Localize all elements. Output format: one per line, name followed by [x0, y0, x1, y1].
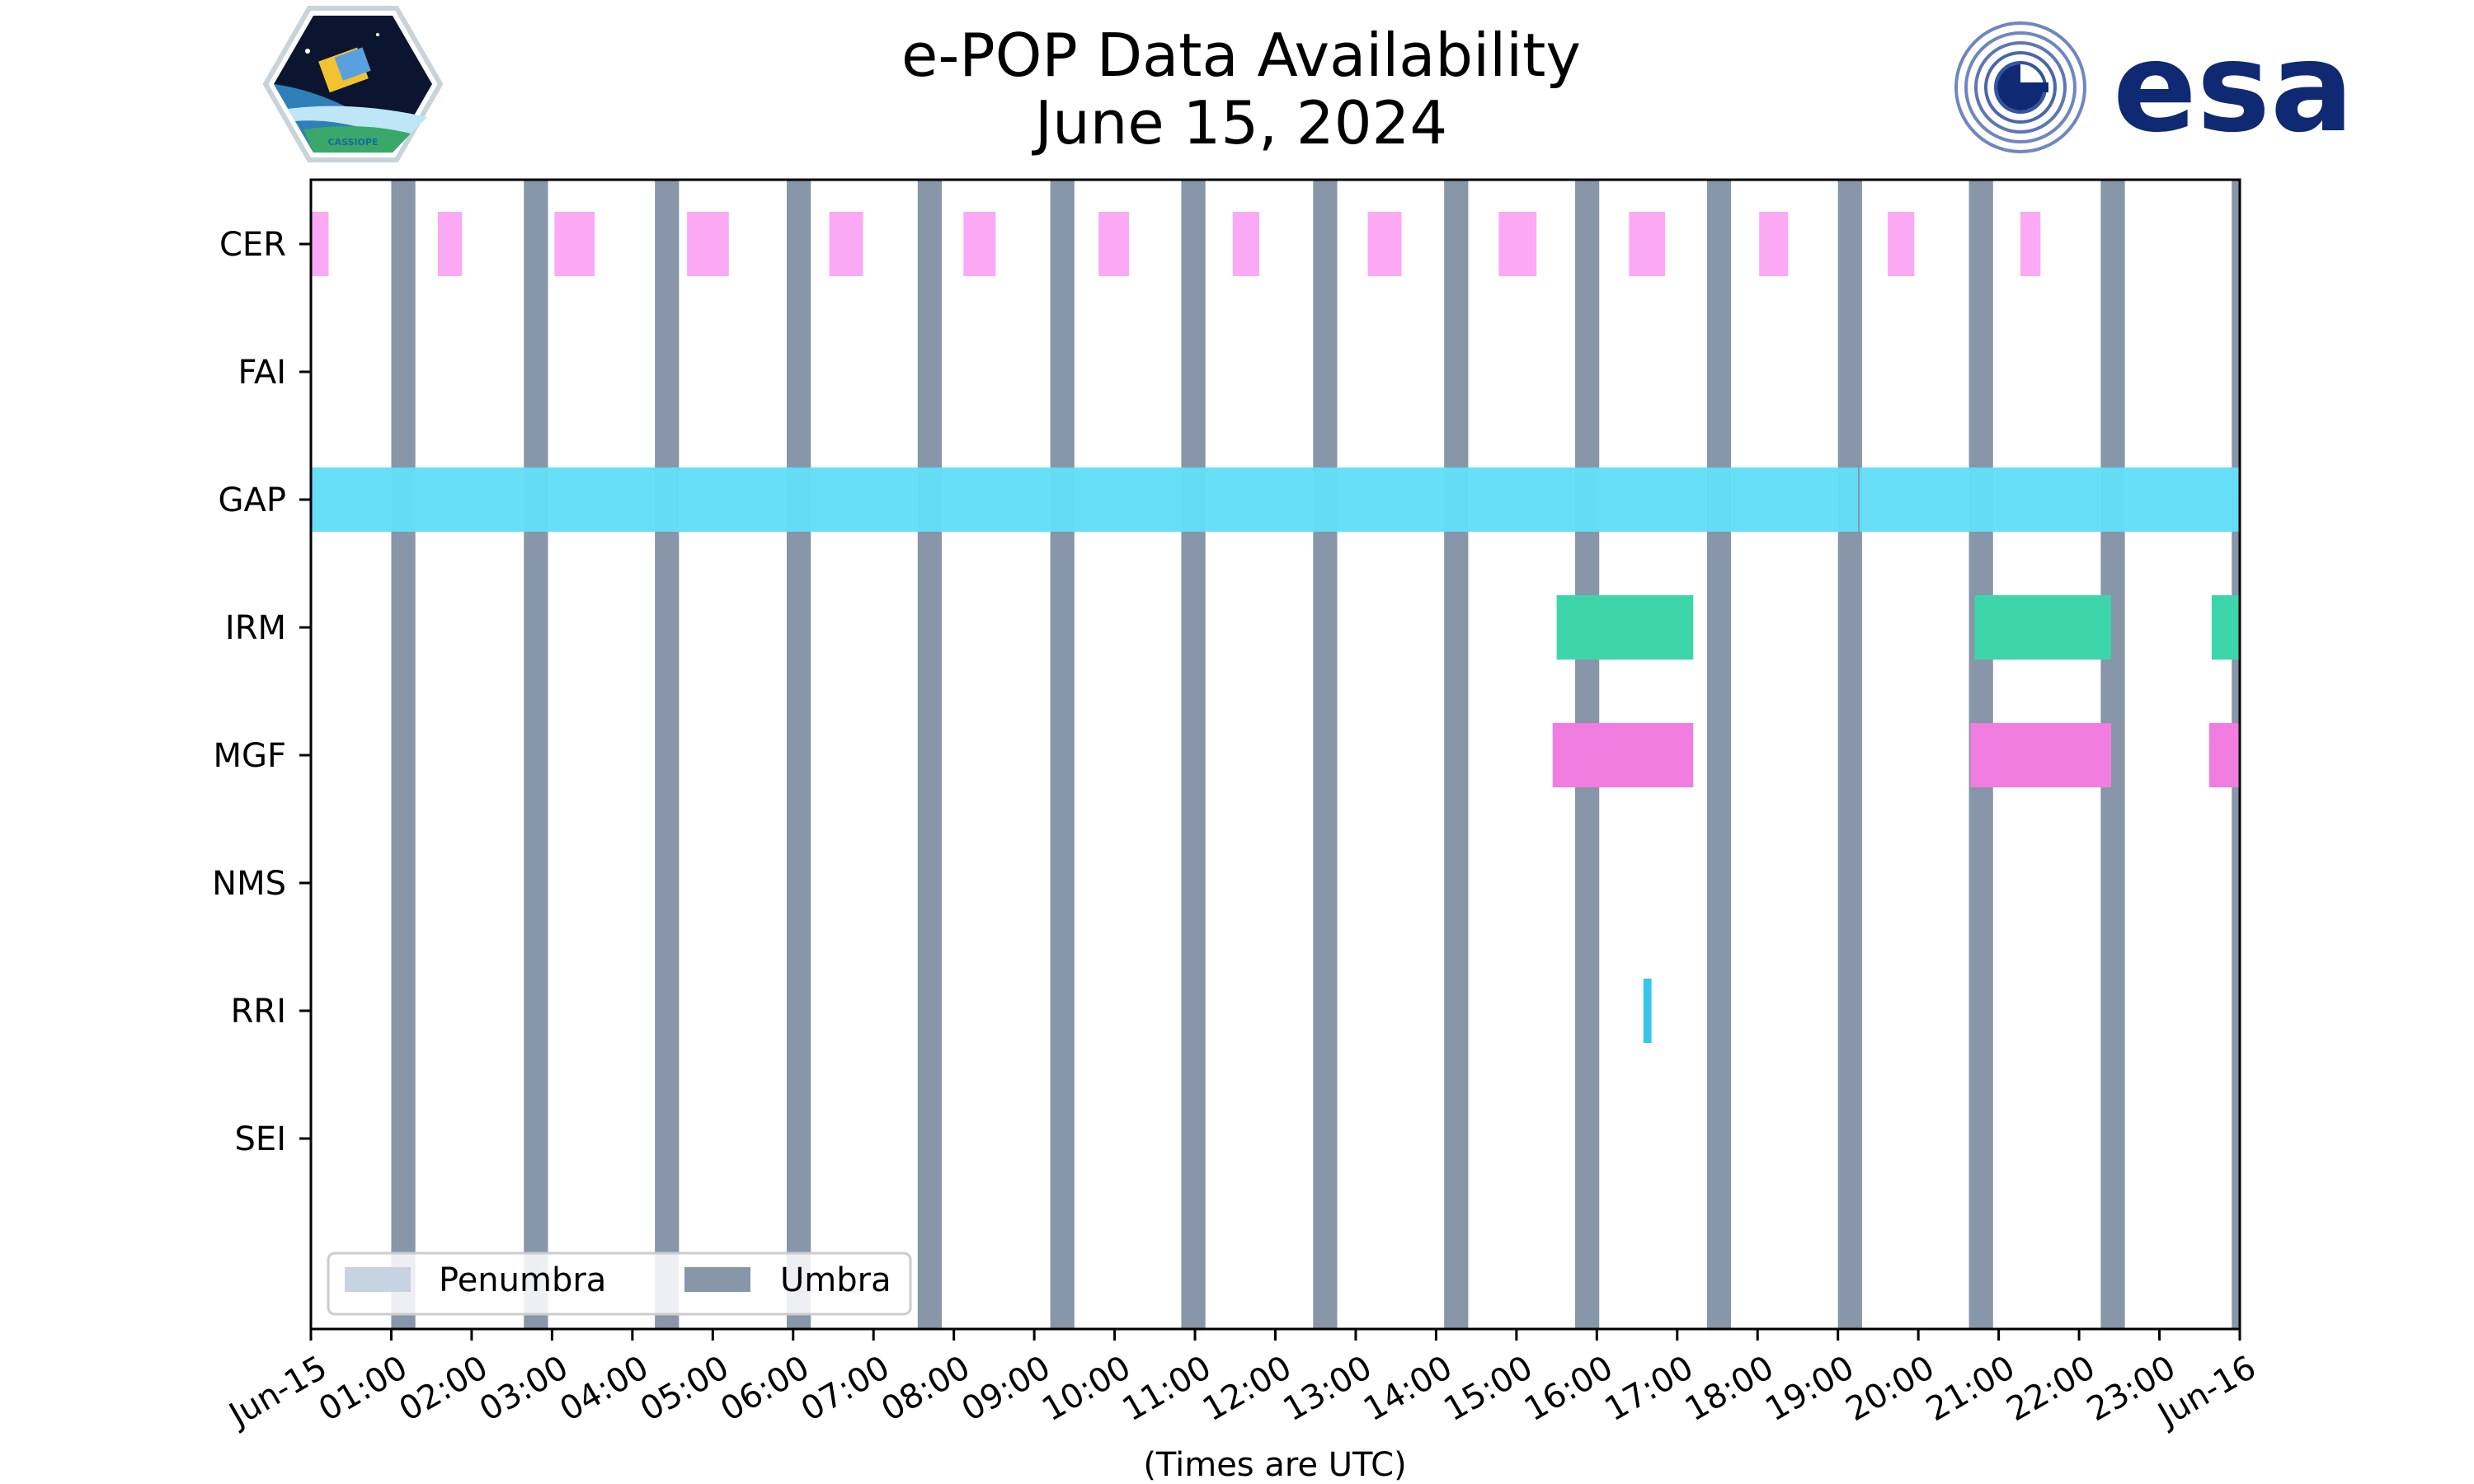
cassiope-logo: CASSIOPE — [262, 6, 444, 162]
x-tick-label: 13:00 — [1277, 1349, 1379, 1429]
x-tick-label: 03:00 — [473, 1349, 575, 1429]
bar-mgf — [1970, 723, 2112, 787]
esa-logo-text: esa — [2113, 16, 2354, 160]
umbra-band — [1050, 180, 1075, 1329]
bar-mgf — [1552, 723, 1694, 787]
bar-cer — [1098, 212, 1130, 276]
plot-frame — [309, 178, 2241, 1331]
x-tick-label: 07:00 — [795, 1349, 896, 1429]
x-tick-label: 14:00 — [1357, 1349, 1459, 1429]
legend-swatch-penumbra — [345, 1267, 411, 1292]
bar-irm — [2211, 595, 2240, 660]
bar-irm — [1556, 595, 1694, 660]
y-tick-label: RRI — [231, 993, 286, 1031]
umbra-band — [786, 180, 811, 1329]
bar-mgf — [2208, 723, 2240, 787]
y-tick-label: MGF — [213, 737, 286, 775]
cassiope-logo-text: CASSIOPE — [328, 137, 379, 148]
umbra-band — [391, 180, 416, 1329]
chart-subtitle: June 15, 2024 — [1032, 88, 1447, 157]
x-tick-label: 11:00 — [1117, 1349, 1218, 1429]
x-tick-label: 15:00 — [1437, 1349, 1539, 1429]
legend-label-penumbra: Penumbra — [439, 1261, 606, 1299]
bar-cer — [1232, 212, 1260, 276]
bar-cer — [1759, 212, 1789, 276]
umbra-band — [1706, 180, 1732, 1329]
chart-title: e-POP Data Availability — [901, 21, 1581, 90]
bar-cer — [1498, 212, 1537, 276]
x-tick-label: 22:00 — [2001, 1349, 2102, 1429]
y-axis: CER FAI GAP IRM MGF NMS RRI SEI — [212, 226, 311, 1158]
x-tick-label: 19:00 — [1759, 1349, 1860, 1429]
esa-logo: esa — [1954, 16, 2354, 160]
umbra-band — [1444, 180, 1469, 1329]
x-tick-label: 10:00 — [1036, 1349, 1137, 1429]
x-tick-label: Jun-15 — [221, 1349, 333, 1435]
x-axis: Jun-1501:0002:0003:0004:0005:0006:0007:0… — [221, 1329, 2262, 1435]
x-tick-label: 02:00 — [393, 1349, 494, 1429]
x-tick-label: 16:00 — [1518, 1349, 1620, 1429]
legend-swatch-umbra — [684, 1267, 750, 1292]
legend-label-umbra: Umbra — [780, 1261, 891, 1299]
instrument-bars — [311, 212, 2240, 1043]
bar-gap — [311, 467, 1859, 532]
y-tick-label: IRM — [225, 609, 286, 647]
y-tick-label: SEI — [235, 1120, 286, 1158]
bar-cer — [687, 212, 729, 276]
umbra-band — [1837, 180, 1862, 1329]
bar-gap — [1860, 467, 2240, 532]
bar-cer — [1888, 212, 1915, 276]
y-tick-label: CER — [219, 226, 286, 264]
legend-box — [327, 1252, 912, 1316]
umbra-band — [917, 180, 943, 1329]
bar-cer — [829, 212, 863, 276]
y-tick-label: NMS — [212, 865, 286, 903]
x-tick-label: 21:00 — [1920, 1349, 2021, 1429]
bar-cer — [2020, 212, 2041, 276]
x-tick-label: 12:00 — [1197, 1349, 1298, 1429]
bar-cer — [1629, 212, 1666, 276]
umbra-bands — [391, 180, 2240, 1329]
bar-cer — [554, 212, 595, 276]
umbra-band — [1313, 180, 1338, 1329]
x-tick-label: 18:00 — [1679, 1349, 1780, 1429]
x-tick-label: 17:00 — [1598, 1349, 1700, 1429]
umbra-band — [1181, 180, 1206, 1329]
x-axis-label: (Times are UTC) — [1143, 1446, 1406, 1484]
bar-cer — [311, 212, 329, 276]
x-tick-label: 08:00 — [875, 1349, 976, 1429]
umbra-band — [524, 180, 548, 1329]
bar-rri — [1643, 979, 1652, 1043]
x-tick-label: 04:00 — [553, 1349, 655, 1429]
bar-cer — [437, 212, 463, 276]
x-tick-label: 05:00 — [634, 1349, 736, 1429]
x-tick-label: 20:00 — [1840, 1349, 1941, 1429]
x-tick-label: 01:00 — [313, 1349, 414, 1429]
esa-swirl-icon — [1954, 21, 2086, 153]
legend: Penumbra Umbra — [327, 1252, 912, 1316]
y-tick-label: GAP — [219, 481, 286, 519]
x-tick-label: 09:00 — [956, 1349, 1057, 1429]
bar-cer — [1367, 212, 1402, 276]
y-tick-label: FAI — [238, 354, 287, 392]
bar-irm — [1974, 595, 2112, 660]
umbra-band — [655, 180, 680, 1329]
bar-cer — [963, 212, 996, 276]
x-tick-label: 06:00 — [714, 1349, 816, 1429]
